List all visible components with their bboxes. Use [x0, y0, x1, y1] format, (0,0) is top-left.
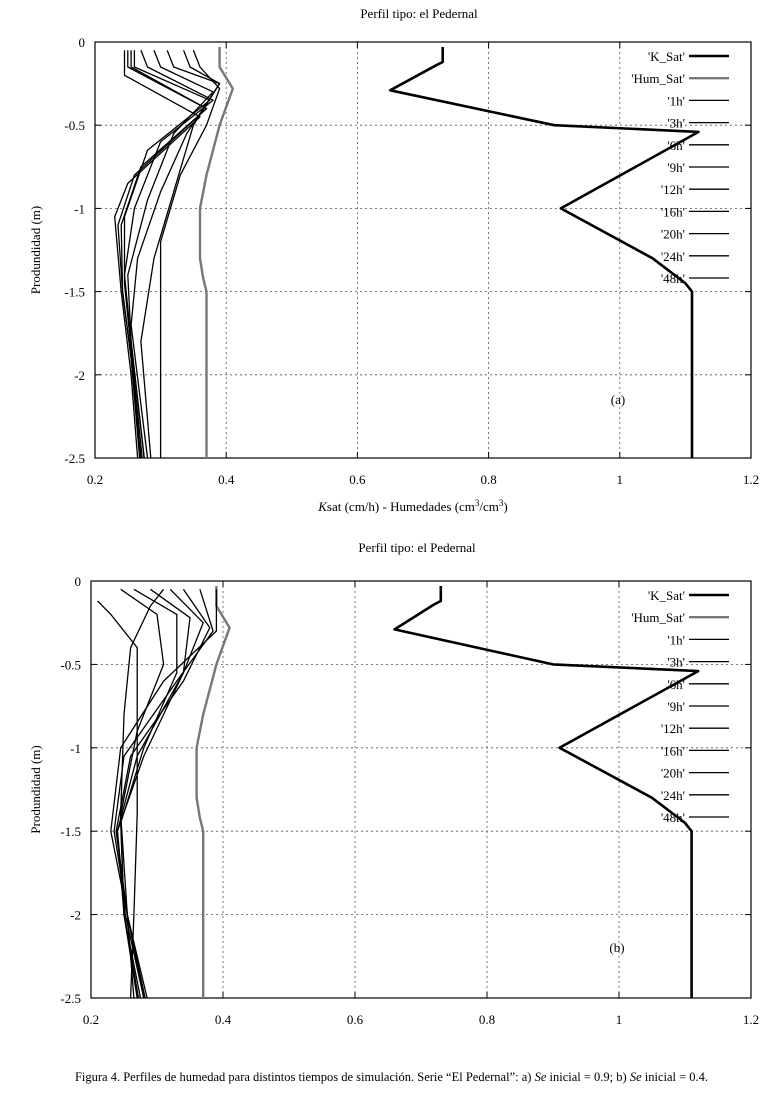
- y-tick-label: -1.5: [60, 824, 81, 839]
- caption-mid: inicial = 0.9; b): [546, 1070, 630, 1084]
- y-tick-label: -2: [74, 368, 85, 383]
- x-tick-label: 0.2: [87, 472, 103, 487]
- x-axis-label: Ksat (cm/h) - Humedades (cm3/cm3): [317, 498, 508, 514]
- series-line-1h: [159, 50, 221, 458]
- legend-label: 'K_Sat': [648, 49, 685, 64]
- caption-se-a: Se: [534, 1070, 547, 1084]
- x-tick-label: 0.4: [218, 472, 235, 487]
- series-line-16h: [116, 588, 204, 999]
- x-tick-label: 0.6: [347, 1012, 364, 1027]
- legend-label: '9h': [667, 699, 685, 714]
- x-axis-label-part-0: K: [317, 499, 328, 514]
- series-line-k_sat: [388, 47, 700, 458]
- caption-se-b: Se: [629, 1070, 642, 1084]
- legend-label: '3h': [667, 655, 685, 670]
- legend-label: '1h': [667, 632, 685, 647]
- legend-label: '20h': [661, 766, 685, 781]
- series-line-12h: [116, 588, 191, 999]
- series-line-12h: [123, 50, 214, 459]
- chart-title: Perfil tipo: el Pedernal: [358, 540, 476, 555]
- x-tick-label: 1: [617, 472, 624, 487]
- legend-label: '20h': [661, 227, 685, 242]
- series-line-16h: [123, 50, 211, 459]
- legend-label: '48h': [661, 271, 685, 286]
- chart-panel-1: Perfil tipo: el Pedernal 0.2 0.4 0.6 0.8 1 1.2…: [28, 6, 759, 514]
- series-line-hum_sat: [195, 586, 231, 998]
- plot-frame: [94, 41, 752, 459]
- x-tick-label: 0.2: [83, 1012, 99, 1027]
- plot-frame: [90, 580, 752, 999]
- legend-label: '12h': [661, 721, 685, 736]
- x-axis-label-part-3: /cm: [479, 499, 499, 514]
- series-line-48h: [114, 50, 201, 459]
- y-tick-label: 0: [79, 35, 86, 50]
- legend-label: '12h': [661, 182, 685, 197]
- series-line-1h: [97, 600, 138, 999]
- y-tick-label: -2.5: [64, 451, 85, 466]
- y-tick-label: -2: [70, 908, 81, 923]
- y-tick-label: -0.5: [64, 118, 85, 133]
- y-tick-label: -1: [70, 741, 81, 756]
- figure-caption: Figura 4. Perfiles de humedad para disti…: [0, 1070, 783, 1085]
- y-tick-label: -2.5: [60, 991, 81, 1006]
- x-tick-label: 0.8: [480, 472, 496, 487]
- legend-label: '6h': [667, 677, 685, 692]
- legend-label: '1h': [667, 93, 685, 108]
- legend-label: '16h': [661, 743, 685, 758]
- panel-label: (b): [609, 940, 624, 955]
- legend-label: 'Hum_Sat': [631, 610, 685, 625]
- legend-label: '9h': [667, 160, 685, 175]
- series-line-24h: [117, 50, 208, 459]
- y-axis-label: Produndidad (m): [28, 745, 43, 833]
- series-line-3h: [140, 50, 221, 459]
- x-axis-label-part-4: 3: [499, 498, 504, 508]
- legend-label: '3h': [667, 116, 685, 131]
- x-tick-label: 1: [616, 1012, 623, 1027]
- series-line-48h: [110, 589, 218, 999]
- y-tick-label: 0: [75, 574, 82, 589]
- legend-label: '6h': [667, 138, 685, 153]
- x-tick-label: 1.2: [743, 472, 759, 487]
- x-tick-label: 0.4: [215, 1012, 232, 1027]
- y-axis-label: Produndidad (m): [28, 206, 43, 294]
- chart-title: Perfil tipo: el Pedernal: [360, 6, 478, 21]
- legend-label: '24h': [661, 788, 685, 803]
- y-tick-label: -1.5: [64, 285, 85, 300]
- y-tick-label: -1: [74, 201, 85, 216]
- x-axis-label-part-1: sat (cm/h) - Humedades (cm: [327, 499, 475, 514]
- series-line-6h: [130, 50, 221, 459]
- x-tick-label: 0.6: [349, 472, 366, 487]
- series-line-k_sat: [393, 586, 700, 998]
- x-axis-label-part-2: 3: [475, 498, 480, 508]
- x-axis-label-part-5: ): [503, 499, 507, 514]
- caption-suffix: inicial = 0.4.: [641, 1070, 709, 1084]
- chart-panel-2: Perfil tipo: el Pedernal 0.2 0.4 0.6 0.8 1 1.2…: [28, 540, 759, 1027]
- legend-label: 'Hum_Sat': [631, 71, 685, 86]
- legend-label: 'K_Sat': [648, 588, 685, 603]
- series-line-hum_sat: [198, 47, 235, 458]
- legend-label: '24h': [661, 249, 685, 264]
- x-tick-label: 0.8: [479, 1012, 495, 1027]
- caption-prefix: Figura 4. Perfiles de humedad para disti…: [74, 1070, 535, 1084]
- y-tick-label: -0.5: [60, 657, 81, 672]
- x-tick-label: 1.2: [743, 1012, 759, 1027]
- legend-label: '16h': [661, 204, 685, 219]
- legend-label: '48h': [661, 810, 685, 825]
- panel-label: (a): [611, 392, 625, 407]
